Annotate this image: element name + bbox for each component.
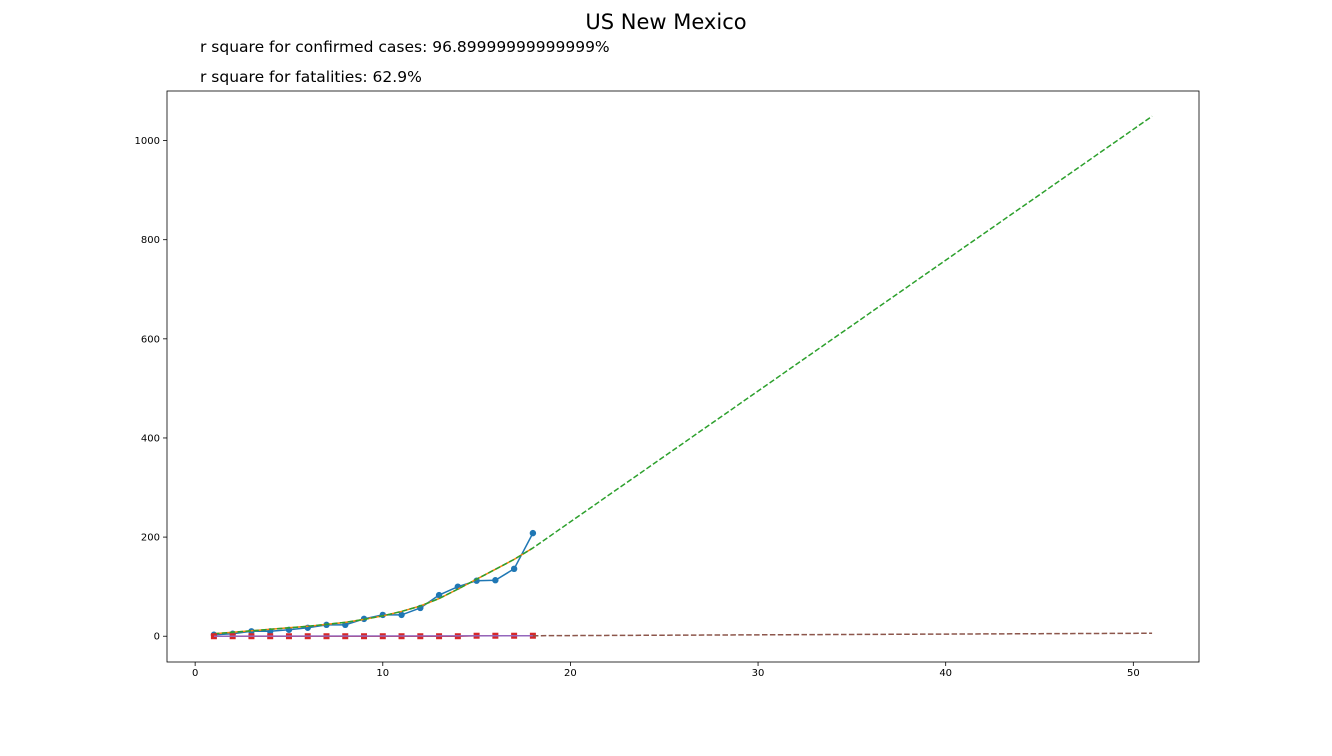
data-point-confirmed <box>529 529 537 537</box>
x-tick-label: 50 <box>1127 668 1140 679</box>
data-point-confirmed <box>510 565 518 573</box>
y-tick-label: 1000 <box>135 136 160 147</box>
y-tick-label: 0 <box>154 632 160 643</box>
x-tick-label: 40 <box>939 668 952 679</box>
series-line-confirmed-observed <box>213 532 534 636</box>
plot-frame <box>166 90 1200 663</box>
y-tick-label: 800 <box>141 235 160 246</box>
series-line-fatalities-fit <box>213 634 533 637</box>
chart-title: US New Mexico <box>585 10 747 34</box>
data-point-confirmed <box>492 577 499 584</box>
x-tick-label: 20 <box>564 668 577 679</box>
data-point-confirmed <box>398 611 405 619</box>
y-tick-label: 600 <box>141 334 160 345</box>
data-point-confirmed <box>435 591 443 599</box>
series-line-confirmed-fit <box>213 547 534 635</box>
series-line-confirmed-projection <box>213 115 1153 635</box>
x-tick-label: 30 <box>752 668 765 679</box>
y-tick-label: 400 <box>141 433 160 444</box>
data-point-fatalities <box>210 633 217 640</box>
series-line-fatalities-projection <box>532 632 1153 637</box>
y-tick-label: 200 <box>141 533 160 544</box>
x-tick-label: 10 <box>376 668 389 679</box>
x-tick-label: 0 <box>192 668 198 679</box>
r-square-confirmed-label: r square for confirmed cases: 96.8999999… <box>200 38 610 56</box>
r-square-fatalities-label: r square for fatalities: 62.9% <box>200 68 422 86</box>
